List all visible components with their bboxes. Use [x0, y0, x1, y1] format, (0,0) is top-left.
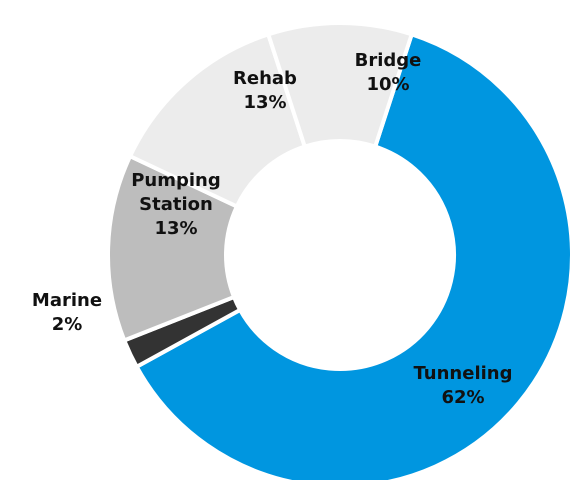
slice-label-rehab: Rehab 13%	[233, 68, 297, 113]
slice-tunneling	[133, 31, 573, 480]
slice-label-line: Pumping	[131, 170, 221, 191]
slice-label-line: 2%	[52, 314, 83, 335]
slice-label-line: 10%	[366, 74, 409, 95]
slice-label-bridge: Bridge 10%	[355, 50, 422, 95]
slice-label-line: Station	[139, 194, 213, 215]
slice-label-line: Marine	[32, 290, 102, 311]
slice-label-marine: Marine 2%	[32, 290, 102, 335]
slice-label-line: 13%	[243, 92, 286, 113]
slice-label-line: Bridge	[355, 50, 422, 71]
slice-label-line: 13%	[154, 218, 197, 239]
donut-slices	[106, 21, 573, 480]
slice-label-line: Tunneling	[414, 363, 513, 384]
slice-label-line: Rehab	[233, 68, 297, 89]
slice-bridge	[265, 21, 415, 150]
slice-label-tunneling: Tunneling 62%	[414, 363, 513, 408]
slice-label-line: 62%	[441, 387, 484, 408]
slice-label-pumping-station: Pumping Station 13%	[131, 170, 221, 239]
donut-labels: Tunneling 62%Marine 2%Pumping Station 13%Reh…	[32, 50, 513, 408]
